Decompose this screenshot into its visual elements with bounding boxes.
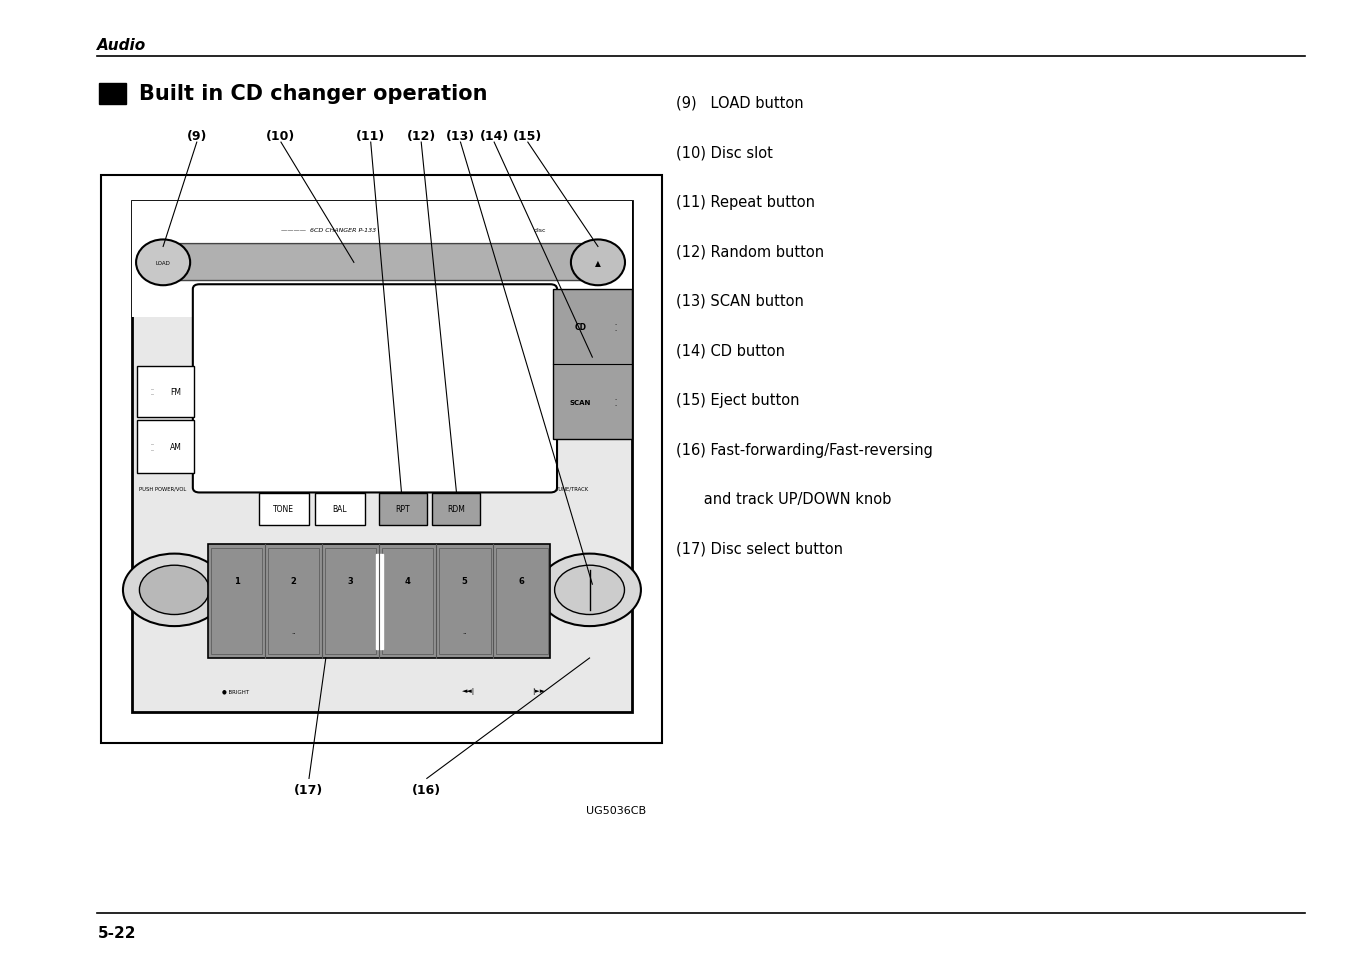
Circle shape	[123, 554, 226, 626]
Bar	[137, 366, 193, 417]
Text: ··
··: ·· ··	[151, 386, 154, 397]
Text: Built in CD changer operation: Built in CD changer operation	[139, 85, 488, 104]
Bar	[553, 290, 631, 440]
Bar	[376, 554, 383, 649]
Text: LOAD: LOAD	[155, 260, 170, 266]
Text: 5: 5	[462, 577, 468, 586]
Text: (11): (11)	[356, 130, 385, 143]
Text: (9)   LOAD button: (9) LOAD button	[676, 95, 803, 111]
Text: 4: 4	[404, 577, 411, 586]
Bar	[381, 549, 434, 655]
Text: disc: disc	[534, 228, 546, 233]
Bar	[132, 202, 631, 712]
Text: AM: AM	[170, 442, 181, 452]
Text: (14): (14)	[480, 130, 508, 143]
Text: (17): (17)	[295, 783, 323, 797]
Text: (15) Eject button: (15) Eject button	[676, 393, 799, 408]
Text: RPT: RPT	[396, 505, 410, 514]
Text: ● BRIGHT: ● BRIGHT	[222, 689, 249, 694]
Bar	[99, 84, 126, 105]
Text: FM: FM	[170, 387, 181, 396]
Bar	[132, 202, 631, 318]
Text: ··
··: ·· ··	[614, 322, 618, 333]
Circle shape	[139, 566, 210, 615]
Text: ◄◄|: ◄◄|	[462, 688, 476, 695]
Bar	[258, 494, 310, 525]
Text: (13) SCAN button: (13) SCAN button	[676, 294, 804, 309]
Text: 3: 3	[347, 577, 353, 586]
FancyBboxPatch shape	[193, 285, 557, 493]
Text: ··: ··	[462, 630, 466, 637]
Text: TUNE/TRACK: TUNE/TRACK	[556, 486, 589, 491]
Bar	[439, 549, 491, 655]
Text: Audio: Audio	[97, 38, 146, 53]
Text: SCAN: SCAN	[571, 399, 591, 405]
Text: PUSH POWER/VOL: PUSH POWER/VOL	[139, 486, 187, 491]
Text: (12): (12)	[407, 130, 435, 143]
Text: (14) CD button: (14) CD button	[676, 343, 786, 358]
Text: (11) Repeat button: (11) Repeat button	[676, 194, 815, 210]
Bar	[101, 176, 662, 743]
Bar	[137, 420, 193, 474]
Text: (16) Fast-forwarding/Fast-reversing: (16) Fast-forwarding/Fast-reversing	[676, 442, 933, 457]
Text: TONE: TONE	[273, 505, 295, 514]
Text: 2: 2	[291, 577, 296, 586]
Text: CD: CD	[575, 323, 587, 332]
Ellipse shape	[137, 240, 191, 286]
Bar	[315, 494, 365, 525]
Bar	[496, 549, 548, 655]
Text: (9): (9)	[187, 130, 207, 143]
Text: ▲: ▲	[595, 258, 600, 268]
Text: ··
··: ·· ··	[151, 441, 154, 453]
Text: (10): (10)	[266, 130, 296, 143]
Circle shape	[554, 566, 625, 615]
Text: ··
··: ·· ··	[614, 397, 618, 408]
Text: (17) Disc select button: (17) Disc select button	[676, 541, 844, 557]
Text: ··: ··	[291, 630, 296, 637]
Circle shape	[538, 554, 641, 626]
Text: BAL: BAL	[333, 505, 347, 514]
Text: RDM: RDM	[448, 505, 465, 514]
Text: UG5036CB: UG5036CB	[585, 805, 646, 815]
Text: (13): (13)	[446, 130, 475, 143]
Bar	[379, 494, 427, 525]
Text: and track UP/DOWN knob: and track UP/DOWN knob	[676, 492, 891, 507]
Text: ————  6CD CHANGER P-133: ———— 6CD CHANGER P-133	[281, 228, 376, 233]
Bar	[211, 549, 262, 655]
Text: 5-22: 5-22	[97, 924, 135, 940]
Text: |►►: |►►	[533, 688, 546, 695]
FancyBboxPatch shape	[165, 244, 585, 281]
Bar	[208, 545, 550, 659]
Text: 6: 6	[519, 577, 525, 586]
Bar	[268, 549, 319, 655]
Text: (10) Disc slot: (10) Disc slot	[676, 145, 773, 160]
Bar	[433, 494, 480, 525]
Text: 1: 1	[234, 577, 239, 586]
Text: (12) Random button: (12) Random button	[676, 244, 825, 259]
Text: (15): (15)	[514, 130, 542, 143]
Bar	[324, 549, 376, 655]
Ellipse shape	[571, 240, 625, 286]
Text: (16): (16)	[412, 783, 441, 797]
